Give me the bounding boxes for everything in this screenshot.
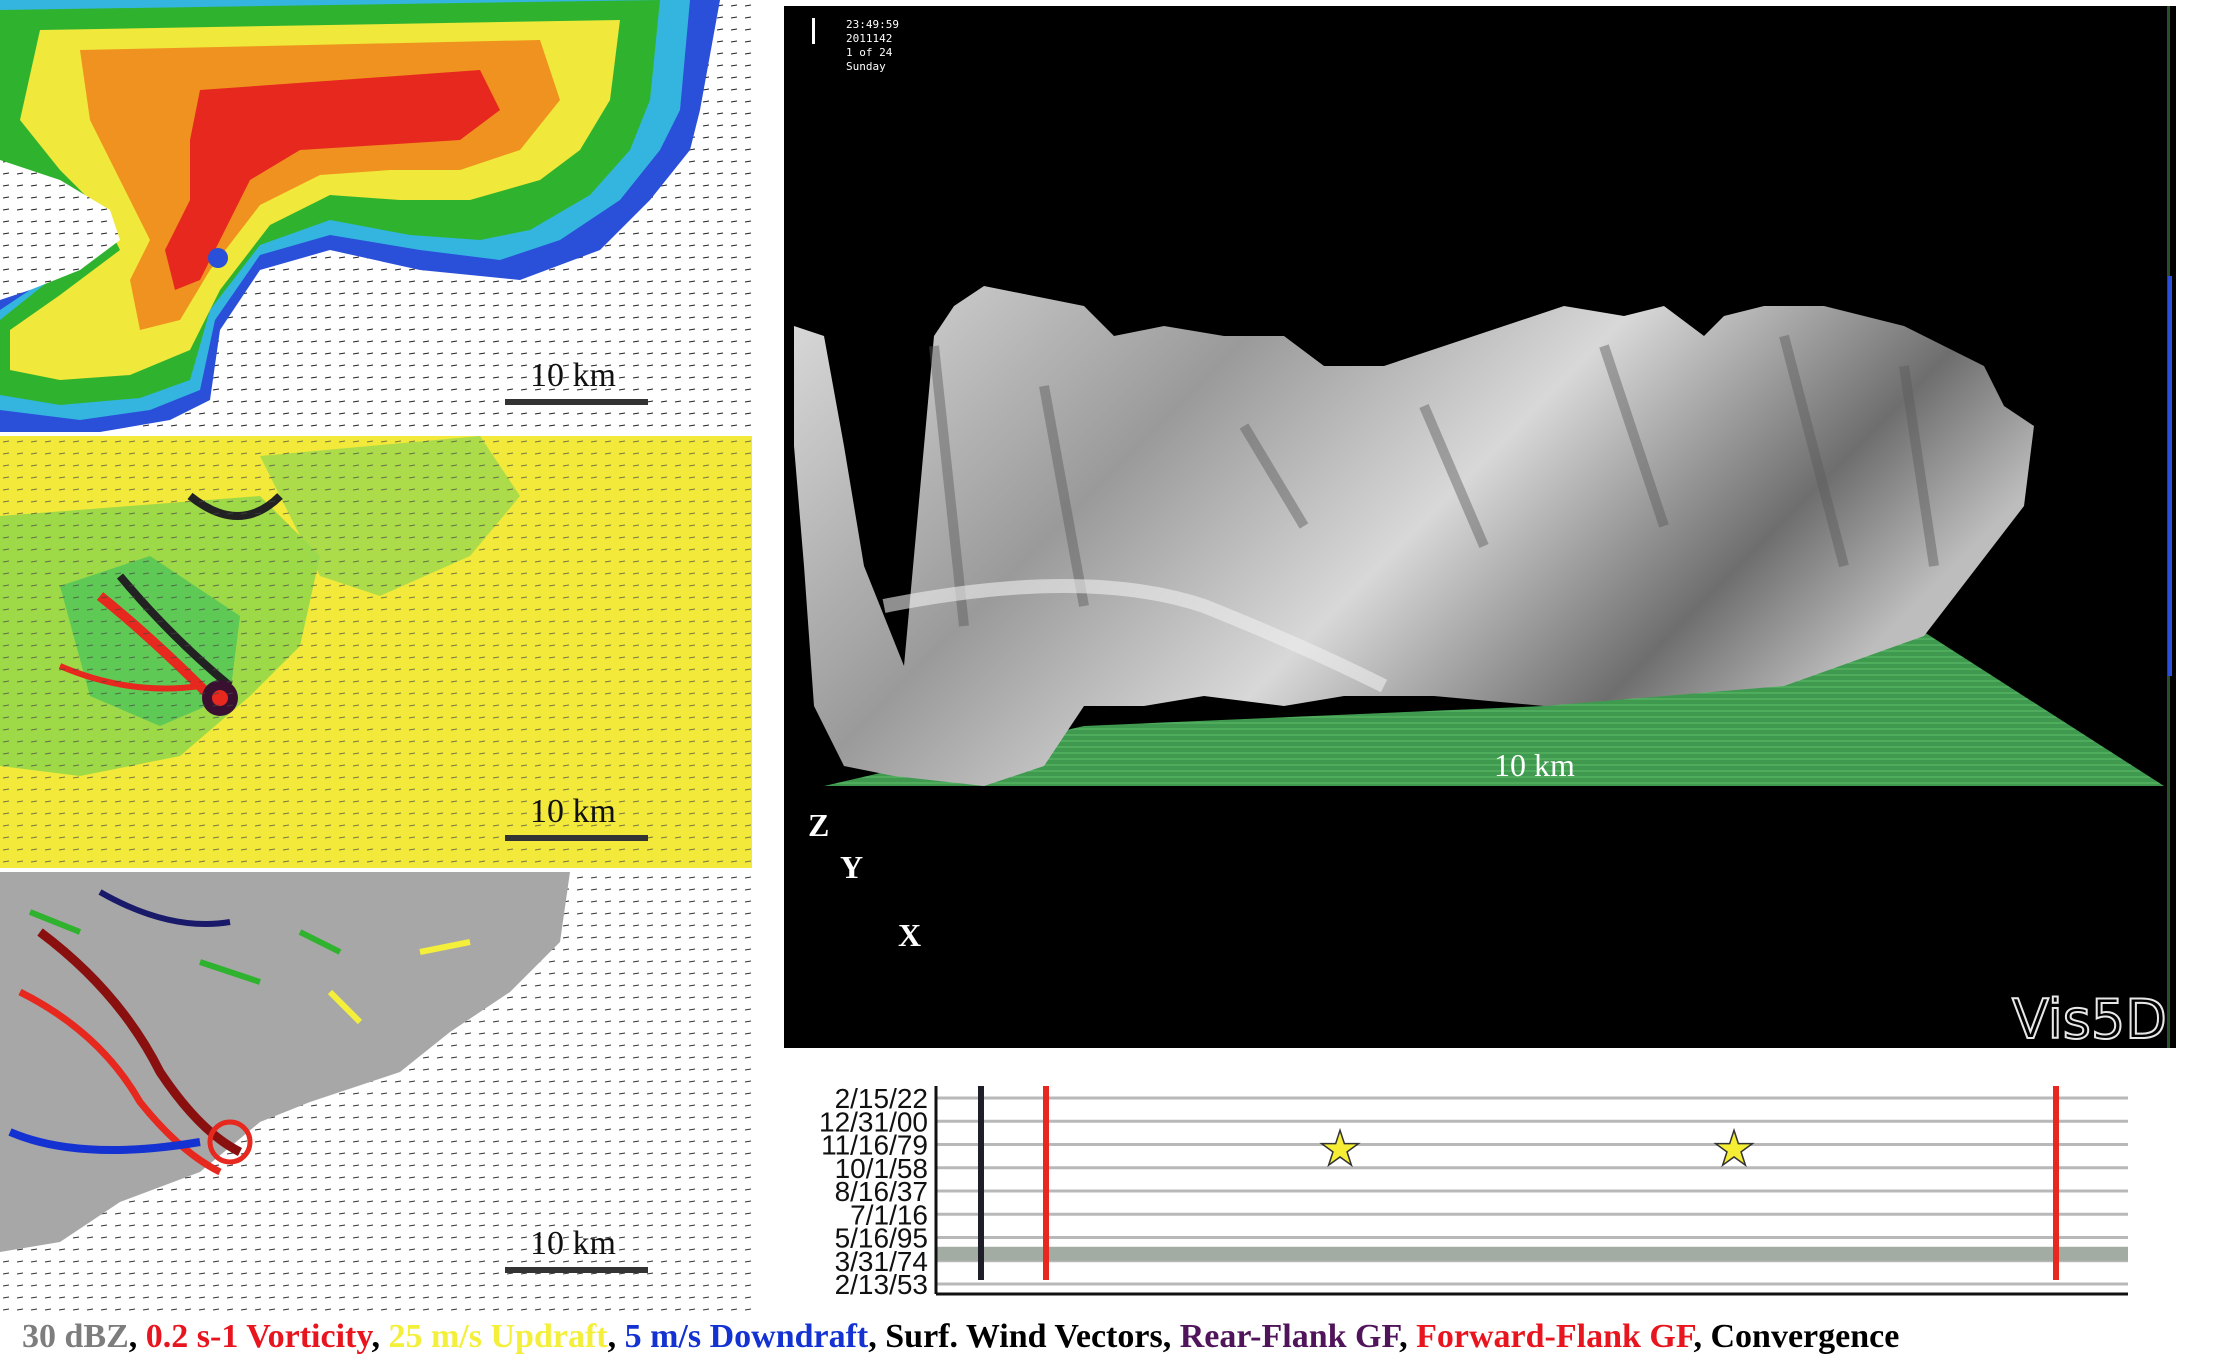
scale-bar-label: 10 km: [530, 1225, 616, 1262]
y-tick-label: 7/1/16: [850, 1199, 928, 1230]
legend-item: ,: [868, 1318, 886, 1355]
legend-item: ,: [1693, 1318, 1711, 1355]
legend-item: ,: [607, 1318, 625, 1355]
cloud-isosurface: [794, 286, 2034, 786]
legend-item: Convergence: [1710, 1318, 1900, 1355]
legend-item: ,: [371, 1318, 389, 1355]
scale-label-3d: 10 km: [1494, 747, 1575, 783]
vis5d-logo: Vis5D: [2012, 988, 2167, 1048]
vis5d-viewport[interactable]: 23:49:59 2011142 1 of 24 Sunday: [784, 6, 2176, 1048]
legend-item: ,: [1162, 1318, 1180, 1355]
scale-bar-label: 10 km: [530, 357, 616, 394]
timeline-chart: 2/15/22 12/31/00 11/16/79 10/1/58 8/16/37 7/1…: [784, 1058, 2184, 1328]
legend-item: 5 m/s Downdraft: [624, 1318, 869, 1355]
hud-time: 23:49:59: [846, 18, 899, 31]
y-tick-label: 12/31/00: [819, 1106, 928, 1137]
star-marker: ★: [1318, 1121, 1361, 1177]
axis-z-label: Z: [808, 807, 829, 843]
legend-item: ,: [1399, 1318, 1417, 1355]
y-tick-label: 2/15/22: [835, 1083, 928, 1114]
timeline-band: [936, 1246, 2128, 1261]
hud-day: Sunday: [846, 60, 886, 73]
y-tick-label: 5/16/95: [835, 1223, 928, 1254]
legend-item: Forward-Flank GF: [1416, 1318, 1694, 1355]
legend-item: Rear-Flank GF: [1179, 1318, 1400, 1355]
y-tick-label: 10/1/58: [835, 1153, 928, 1184]
gust-front-panel: 10 km: [0, 872, 752, 1312]
hud-date: 2011142: [846, 32, 893, 45]
y-tick-label: 8/16/37: [835, 1176, 928, 1207]
y-tick-label: 3/31/74: [835, 1246, 928, 1277]
vis5d-hud: 23:49:59 2011142 1 of 24 Sunday: [846, 18, 899, 74]
scale-bar-label: 10 km: [530, 793, 616, 830]
axis-y-label: Y: [840, 849, 863, 885]
reflectivity-panel: 10 km: [0, 0, 752, 432]
ground-plane: [824, 632, 2164, 786]
figure-legend: 30 dBZ, 0.2 s-1 Vorticity, 25 m/s Updraf…: [22, 1318, 2222, 1368]
frame-marker: [812, 18, 815, 44]
y-tick-label: 11/16/79: [821, 1130, 928, 1161]
legend-item: 0.2 s-1 Vorticity: [145, 1318, 372, 1355]
legend-item: Surf. Wind Vectors: [885, 1318, 1163, 1355]
legend-item: ,: [128, 1318, 146, 1355]
y-tick-label: 2/13/53: [835, 1269, 928, 1300]
axis-x-label: X: [898, 917, 921, 953]
legend-item: 25 m/s Updraft: [388, 1318, 608, 1355]
vorticity-panel: 10 km: [0, 436, 752, 868]
hud-step: 1 of 24: [846, 46, 893, 59]
timeline-svg: 2/15/2212/31/0011/16/7910/1/588/16/377/1…: [819, 1083, 2128, 1300]
legend-item: 30 dBZ: [22, 1318, 129, 1355]
star-marker: ★: [1712, 1121, 1755, 1177]
